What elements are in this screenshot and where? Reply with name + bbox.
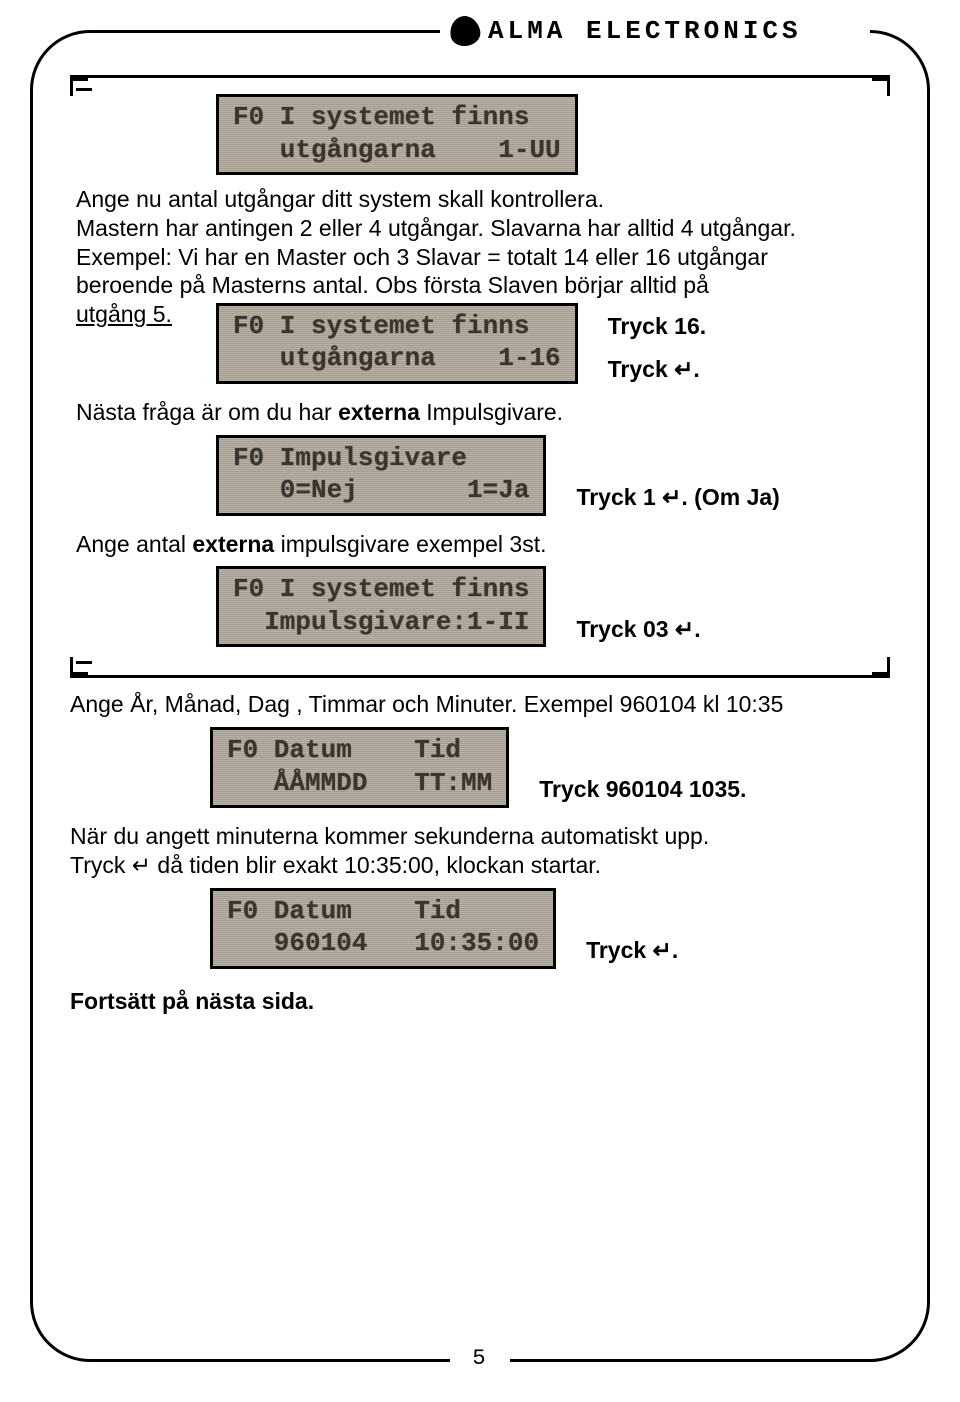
- lcd5-line2: ÅÅMMDD TT:MM: [227, 768, 492, 798]
- side-instruction-3: Tryck 1 ↵. (Om Ja): [576, 483, 779, 516]
- side-instruction-5: Tryck 960104 1035.: [539, 775, 746, 808]
- p1-l3: Exempel: Vi har en Master och 3 Slavar =…: [76, 244, 768, 270]
- lcd-display-1: F0 I systemet finns utgångarna 1-UU: [216, 94, 884, 175]
- p3-bold: externa: [192, 531, 274, 557]
- side1-bot: Tryck ↵.: [608, 355, 706, 384]
- lcd-display-3: F0 Impulsgivare 0=Nej 1=Ja: [216, 435, 546, 516]
- paragraph-2: Nästa fråga är om du har externa Impulsg…: [76, 398, 884, 427]
- lcd-row-3: F0 Impulsgivare 0=Nej 1=Ja Tryck 1 ↵. (O…: [76, 435, 884, 516]
- lcd-display-6: F0 Datum Tid 960104 10:35:00: [210, 888, 556, 969]
- brand-block: ALMA ELECTRONICS: [450, 16, 802, 46]
- lcd-display-2: F0 I systemet finns utgångarna 1-16: [216, 303, 578, 384]
- p2-c: Impulsgivare.: [420, 399, 563, 425]
- paragraph-5: När du angett minuterna kommer sekundern…: [70, 822, 890, 880]
- lcd6-line2: 960104 10:35:00: [227, 928, 539, 958]
- page-number: 5: [472, 1346, 487, 1371]
- continue-text: Fortsätt på nästa sida.: [70, 987, 890, 1016]
- lcd3-line1: F0 Impulsgivare: [233, 443, 467, 473]
- side-instruction-6: Tryck ↵.: [586, 936, 678, 969]
- side-instructions-1: Tryck 16. Tryck ↵.: [608, 312, 706, 384]
- page-content: F0 I systemet finns utgångarna 1-UU Ange…: [70, 75, 890, 1015]
- brand-name: ALMA ELECTRONICS: [488, 16, 802, 46]
- paragraph-4: Ange År, Månad, Dag , Timmar och Minuter…: [70, 690, 890, 719]
- p3-a: Ange antal: [76, 531, 192, 557]
- lcd-display-5: F0 Datum Tid ÅÅMMDD TT:MM: [210, 727, 509, 808]
- lcd2-line1: F0 I systemet finns: [233, 311, 529, 341]
- p1-l1: Ange nu antal utgångar ditt system skall…: [76, 186, 604, 212]
- p1-l2: Mastern har antingen 2 eller 4 utgångar.…: [76, 215, 796, 241]
- p2-bold: externa: [338, 399, 420, 425]
- lcd-row-4: F0 I systemet finns Impulsgivare:1-II Tr…: [76, 566, 884, 647]
- lcd5-line1: F0 Datum Tid: [227, 735, 461, 765]
- p5-l1: När du angett minuterna kommer sekundern…: [70, 823, 709, 849]
- p5-l2: Tryck ↵ då tiden blir exakt 10:35:00, kl…: [70, 852, 601, 878]
- lcd4-line2: Impulsgivare:1-II: [233, 607, 529, 637]
- side-instruction-4: Tryck 03 ↵.: [576, 615, 700, 648]
- lcd-row-6: F0 Datum Tid 960104 10:35:00 Tryck ↵.: [70, 888, 890, 969]
- lcd-row-5: F0 Datum Tid ÅÅMMDD TT:MM Tryck 960104 1…: [70, 727, 890, 808]
- p1-l4: beroende på Masterns antal. Obs första S…: [76, 272, 709, 298]
- lcd1-line1: F0 I systemet finns: [233, 102, 529, 132]
- footer-gap: 5: [450, 1346, 510, 1374]
- lcd1-line2: utgångarna 1-UU: [233, 135, 561, 165]
- lcd6-line1: F0 Datum Tid: [227, 896, 461, 926]
- p3-c: impulsgivare exempel 3st.: [274, 531, 546, 557]
- p1-l5a: utgång 5.: [76, 301, 172, 327]
- p2-a: Nästa fråga är om du har: [76, 399, 338, 425]
- lcd4-line1: F0 I systemet finns: [233, 574, 529, 604]
- side4-text: Tryck 03 ↵.: [576, 616, 700, 642]
- side1-top: Tryck 16.: [608, 312, 706, 341]
- lcd3-line2: 0=Nej 1=Ja: [233, 475, 529, 505]
- lcd-display-4: F0 I systemet finns Impulsgivare:1-II: [216, 566, 546, 647]
- manual-page: ALMA ELECTRONICS 5 F0 I systemet finns u…: [0, 0, 960, 1402]
- bracketed-section: F0 I systemet finns utgångarna 1-UU Ange…: [70, 75, 890, 678]
- side3-text: Tryck 1 ↵. (Om Ja): [576, 484, 779, 510]
- brand-logo-icon: [448, 14, 483, 49]
- lcd2-line2: utgångarna 1-16: [233, 343, 561, 373]
- lcd-row-2: F0 I systemet finns utgångarna 1-16 Tryc…: [76, 303, 884, 384]
- paragraph-3: Ange antal externa impulsgivare exempel …: [76, 530, 884, 559]
- side5-text: Tryck 960104 1035.: [539, 776, 746, 802]
- side6-text: Tryck ↵.: [586, 937, 678, 963]
